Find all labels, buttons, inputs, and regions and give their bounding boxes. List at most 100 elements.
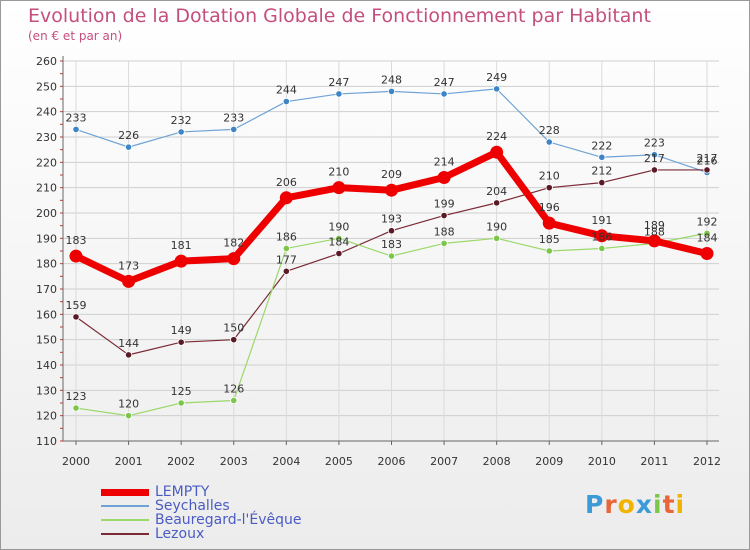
x-tick-label: 2005 [325, 455, 353, 468]
data-point [177, 338, 185, 346]
data-label: 190 [328, 220, 349, 233]
data-label: 244 [276, 84, 297, 97]
data-label: 217 [644, 152, 665, 165]
data-point [440, 239, 448, 247]
data-point [493, 199, 501, 207]
data-point [72, 313, 80, 321]
y-tick-label: 230 [36, 131, 57, 144]
data-label: 217 [697, 152, 718, 165]
data-label: 150 [223, 322, 244, 335]
data-label: 182 [223, 237, 244, 250]
legend-label: Lezoux [155, 526, 205, 542]
data-point [282, 97, 290, 106]
legend-swatch [101, 488, 149, 496]
data-point [595, 229, 609, 243]
data-label: 248 [381, 73, 402, 86]
x-tick-label: 2000 [62, 455, 90, 468]
data-point [282, 267, 290, 275]
logo-letter: x [635, 490, 653, 519]
x-tick-label: 2012 [693, 455, 721, 468]
x-tick-label: 2007 [430, 455, 458, 468]
logo-letter: r [604, 490, 618, 519]
data-point [650, 151, 659, 159]
data-point [279, 191, 293, 205]
data-point [542, 216, 556, 230]
y-tick-label: 240 [36, 106, 57, 119]
data-label: 247 [434, 76, 455, 89]
data-label: 186 [276, 230, 297, 243]
y-tick-label: 200 [36, 207, 57, 220]
data-point [647, 234, 661, 248]
data-label: 144 [118, 337, 139, 350]
data-point [72, 404, 80, 412]
legend-swatch [101, 505, 149, 507]
data-label: 249 [486, 71, 507, 84]
data-point [122, 274, 136, 288]
proxiti-logo: Proxiti [585, 490, 685, 519]
data-label: 190 [486, 220, 507, 233]
data-point [598, 179, 606, 187]
y-tick-label: 190 [36, 232, 57, 245]
data-point [493, 85, 501, 93]
legend-label: LEMPTY [155, 484, 210, 500]
data-point [124, 351, 133, 359]
y-tick-label: 170 [36, 283, 57, 296]
data-point [440, 211, 448, 220]
data-label: 199 [434, 198, 455, 211]
y-tick-label: 150 [36, 334, 57, 347]
data-label: 206 [276, 176, 297, 189]
legend: LEMPTY Seychalles Beauregard-l'Évêque Le… [101, 485, 302, 541]
y-tick-label: 110 [36, 435, 57, 448]
y-tick-label: 250 [36, 80, 57, 93]
data-point [545, 138, 553, 146]
y-tick-label: 210 [36, 182, 57, 195]
data-point [332, 181, 346, 195]
data-label: 191 [591, 214, 612, 227]
legend-item-lempty: LEMPTY [101, 485, 302, 499]
data-point [230, 396, 238, 405]
data-label: 183 [66, 234, 87, 247]
data-point [387, 87, 396, 96]
data-label: 210 [328, 166, 349, 179]
data-label: 188 [434, 225, 455, 238]
data-point [385, 183, 398, 197]
x-tick-label: 2008 [483, 455, 511, 468]
y-tick-label: 130 [36, 384, 57, 397]
data-point [230, 336, 238, 344]
legend-swatch [101, 533, 149, 535]
chart-title: Evolution de la Dotation Globale de Fonc… [28, 5, 651, 27]
data-label: 196 [539, 201, 560, 214]
data-label: 183 [381, 238, 402, 251]
data-point [174, 254, 188, 268]
data-point [227, 252, 241, 266]
legend-label: Beauregard-l'Évêque [155, 512, 302, 528]
data-point [177, 128, 185, 136]
data-point [335, 234, 343, 242]
legend-item-lezoux: Lezoux [101, 527, 302, 541]
data-label: 204 [486, 185, 507, 198]
data-point [387, 252, 396, 260]
data-label: 185 [539, 233, 560, 246]
x-tick-label: 2011 [640, 455, 668, 468]
data-label: 126 [223, 382, 244, 395]
data-label: 214 [434, 156, 455, 169]
data-point [230, 125, 238, 133]
data-point [124, 412, 133, 420]
data-label: 222 [591, 139, 612, 152]
data-label: 224 [486, 130, 507, 143]
data-label: 120 [118, 398, 139, 411]
data-label: 189 [644, 219, 665, 232]
data-label: 247 [328, 76, 349, 89]
legend-label: Seychalles [155, 498, 230, 514]
logo-letter: t [662, 490, 676, 519]
data-label: 212 [591, 165, 612, 178]
data-label: 184 [328, 236, 349, 249]
data-label: 186 [591, 230, 612, 243]
data-label: 188 [644, 225, 665, 238]
logo-letter: i [675, 490, 686, 519]
data-point [440, 90, 448, 98]
x-tick-label: 2003 [220, 455, 248, 468]
data-label: 181 [171, 239, 192, 252]
